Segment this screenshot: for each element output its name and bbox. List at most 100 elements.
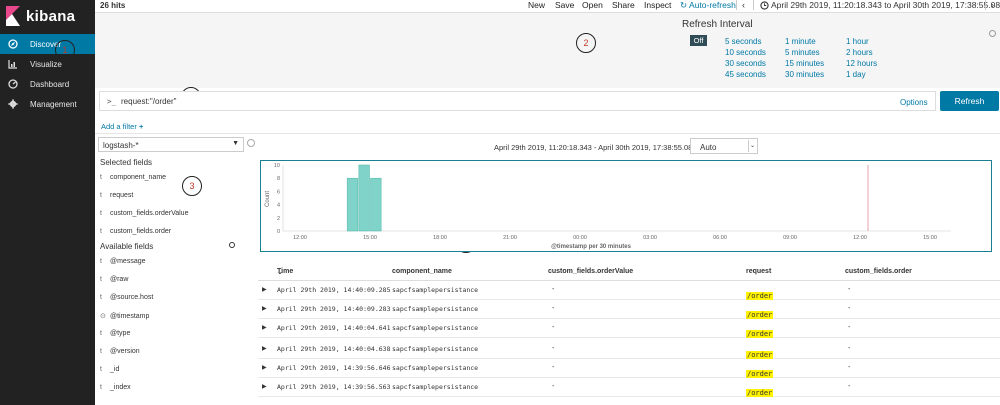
refresh-option[interactable]: 1 minute — [785, 37, 816, 46]
table-row[interactable]: ▶ April 29th 2019, 14:40:04.638 sapcfsampl… — [258, 339, 1000, 359]
query-bar[interactable]: >_ request:"/order" Options — [99, 91, 936, 111]
field-settings-gear-icon[interactable] — [229, 242, 235, 248]
refresh-option[interactable]: 2 hours — [846, 48, 873, 57]
field-item[interactable]: ⊙ @timestamp — [100, 312, 149, 320]
table-row[interactable]: ▶ April 29th 2019, 14:40:09.283 sapcfsampl… — [258, 299, 1000, 319]
histogram-chart: 0 2 4 6 8 10 Count 12:00 15:00 18:00 21:00 00:00 03:… — [260, 160, 992, 252]
refresh-option[interactable]: 45 seconds — [725, 70, 766, 79]
cell-order: - — [848, 345, 851, 352]
interval-select[interactable]: Auto ⌄ — [690, 138, 758, 154]
column-header-component[interactable]: component_name — [392, 268, 452, 275]
cell-time: April 29th 2019, 14:40:04.638 — [277, 345, 391, 353]
cell-component: sapcfsamplepersistance — [392, 383, 479, 391]
expand-row-icon[interactable]: ▶ — [262, 325, 267, 331]
nav-item-discover[interactable]: Discover — [0, 34, 95, 54]
nav-item-dashboard[interactable]: Dashboard — [0, 74, 95, 94]
time-range-picker[interactable]: April 29th 2019, 11:20:18.343 to April 3… — [771, 0, 1000, 10]
string-type-icon: t — [100, 366, 102, 373]
refresh-option[interactable]: 15 minutes — [785, 59, 825, 68]
column-header-order[interactable]: custom_fields.order — [845, 268, 912, 275]
highlight-match: /order — [746, 389, 774, 397]
y-tick-label: 4 — [277, 203, 280, 209]
cell-order-value: - — [552, 345, 555, 352]
prev-range-button[interactable]: ‹ — [742, 0, 745, 10]
cell-component: sapcfsamplepersistance — [392, 345, 479, 353]
field-name: @message — [110, 258, 146, 265]
histogram-bar[interactable] — [358, 164, 370, 232]
x-tick-label: 12:00 — [293, 235, 307, 241]
refresh-off-button[interactable]: Off — [690, 35, 707, 46]
field-item[interactable]: t request — [100, 192, 133, 199]
refresh-option[interactable]: 30 minutes — [785, 70, 825, 79]
x-axis-label: @timestamp per 30 minutes — [551, 244, 632, 250]
table-row[interactable]: ▶ April 29th 2019, 14:39:56.563 sapcfsampl… — [258, 377, 1000, 397]
table-row[interactable]: ▶ April 29th 2019, 14:39:56.646 sapcfsampl… — [258, 358, 1000, 378]
next-range-button[interactable]: › — [991, 0, 994, 10]
cell-order-value: - — [552, 383, 555, 390]
table-row[interactable]: ▶ April 29th 2019, 14:40:09.285 sapcfsampl… — [258, 280, 1000, 300]
column-header-request[interactable]: request — [746, 268, 772, 275]
x-tick-label: 09:00 — [783, 235, 797, 241]
x-tick-label: 06:00 — [713, 235, 727, 241]
column-header-order-value[interactable]: custom_fields.orderValue — [548, 268, 634, 275]
refresh-option[interactable]: 5 minutes — [785, 48, 820, 57]
cell-time: April 29th 2019, 14:40:04.641 — [277, 324, 391, 332]
cell-order: - — [848, 286, 851, 293]
refresh-button[interactable]: Refresh — [940, 91, 999, 111]
menu-open[interactable]: Open — [582, 0, 603, 10]
cell-order-value: - — [552, 324, 555, 331]
field-name: @raw — [110, 276, 129, 283]
table-row[interactable]: ▶ April 29th 2019, 14:40:04.641 sapcfsampl… — [258, 318, 1000, 338]
field-name: @source.host — [110, 294, 154, 301]
kibana-brand[interactable]: kibana — [0, 0, 95, 34]
nav-item-management[interactable]: Management — [0, 94, 95, 114]
field-item[interactable]: t @version — [100, 348, 140, 355]
histogram-bar[interactable] — [346, 177, 359, 232]
expand-row-icon[interactable]: ▶ — [262, 365, 267, 371]
annotation-1: 1 — [55, 40, 75, 60]
field-item[interactable]: t @type — [100, 330, 130, 337]
cell-time: April 29th 2019, 14:40:09.283 — [277, 305, 391, 313]
interval-value: Auto — [700, 143, 717, 152]
query-input[interactable]: request:"/order" — [121, 97, 177, 106]
cell-component: sapcfsamplepersistance — [392, 286, 479, 294]
query-options-link[interactable]: Options — [900, 98, 928, 107]
expand-row-icon[interactable]: ▶ — [262, 384, 267, 390]
menu-new[interactable]: New — [528, 0, 546, 10]
cell-time: April 29th 2019, 14:39:56.646 — [277, 364, 391, 372]
field-item[interactable]: t @raw — [100, 276, 128, 283]
auto-refresh-button[interactable]: ↻ Auto-refresh — [680, 0, 736, 11]
refresh-option[interactable]: 1 day — [846, 70, 866, 79]
x-tick-label: 03:00 — [643, 235, 657, 241]
divider — [258, 280, 1000, 281]
refresh-option[interactable]: 12 hours — [846, 59, 878, 68]
expand-row-icon[interactable]: ▶ — [262, 306, 267, 312]
collapse-sidebar-icon[interactable] — [247, 139, 255, 147]
field-name: _id — [110, 366, 120, 373]
field-item[interactable]: t _index — [100, 384, 131, 391]
field-item[interactable]: t custom_fields.order — [100, 228, 171, 235]
menu-share[interactable]: Share — [612, 0, 635, 10]
add-filter-link[interactable]: Add a filter + — [101, 122, 143, 131]
refresh-option[interactable]: 5 seconds — [725, 37, 762, 46]
refresh-option[interactable]: 30 seconds — [725, 59, 766, 68]
histogram-bar[interactable] — [370, 177, 382, 232]
selected-fields-title: Selected fields — [100, 158, 153, 167]
nav-label: Dashboard — [30, 80, 70, 89]
expand-row-icon[interactable]: ▶ — [262, 287, 267, 293]
field-item[interactable]: t component_name — [100, 174, 166, 181]
field-item[interactable]: t @message — [100, 258, 146, 265]
refresh-option[interactable]: 10 seconds — [725, 48, 766, 57]
field-item[interactable]: t _id — [100, 366, 119, 373]
highlight-match: /order — [746, 292, 774, 300]
expand-row-icon[interactable]: ▶ — [262, 346, 267, 352]
field-item[interactable]: t @source.host — [100, 294, 153, 301]
nav-item-visualize[interactable]: Visualize — [0, 54, 95, 74]
refresh-options-hours: 1 hour 2 hours 12 hours 1 day — [846, 36, 877, 80]
refresh-option[interactable]: 1 hour — [846, 37, 869, 46]
menu-inspect[interactable]: Inspect — [644, 0, 672, 10]
field-item[interactable]: t custom_fields.orderValue — [100, 210, 188, 217]
menu-save[interactable]: Save — [555, 0, 575, 10]
panel-close-icon[interactable] — [989, 30, 996, 37]
index-pattern-select[interactable]: logstash-* ▼ — [98, 137, 244, 152]
